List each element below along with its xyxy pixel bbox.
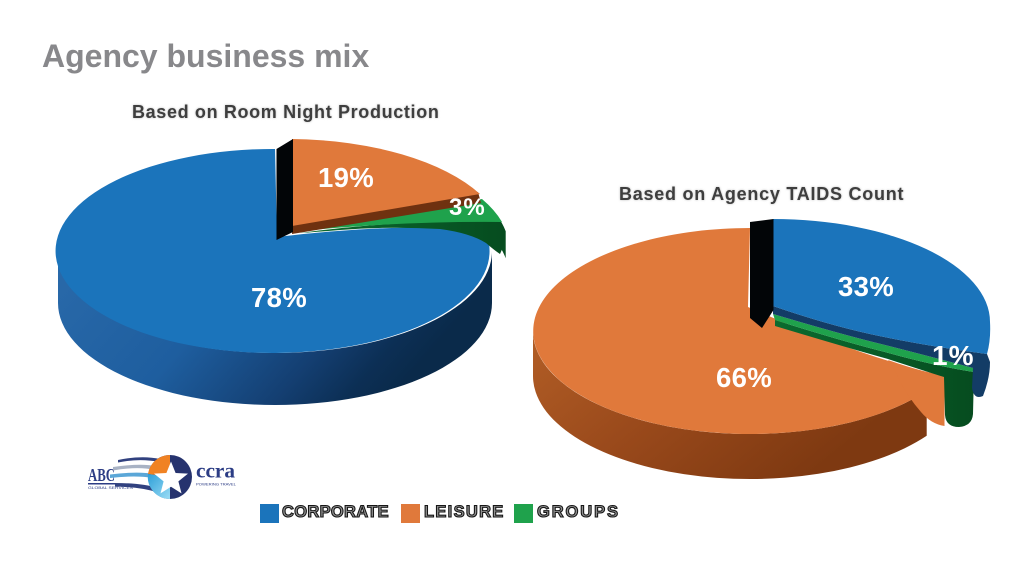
svg-text:GLOBAL SERVICES: GLOBAL SERVICES <box>88 485 133 490</box>
svg-text:ABC: ABC <box>88 465 115 485</box>
svg-text:ccra: ccra <box>196 459 236 483</box>
svg-text:POWERING TRAVEL: POWERING TRAVEL <box>196 483 236 487</box>
